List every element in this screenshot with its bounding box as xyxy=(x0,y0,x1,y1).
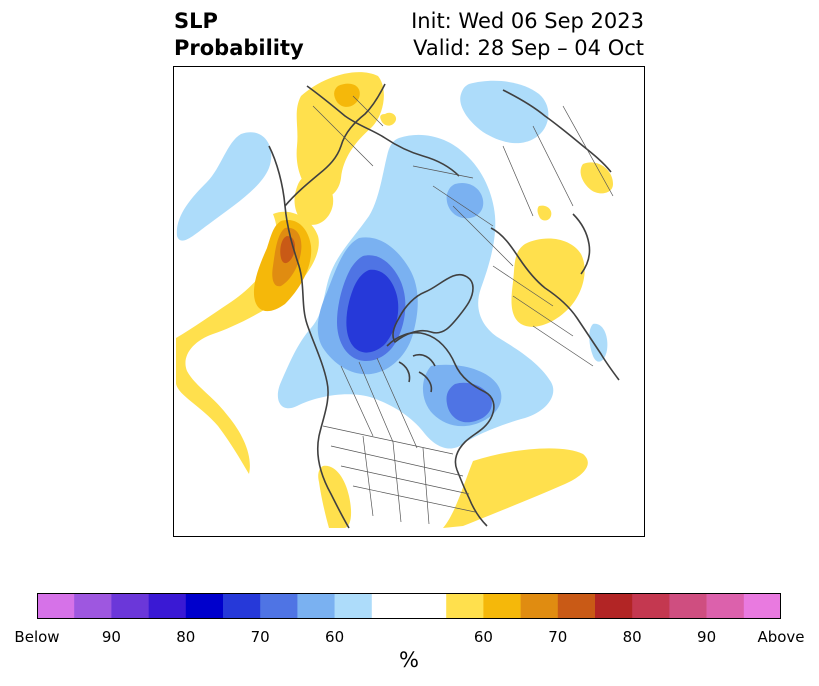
coastline-hudson-bay xyxy=(386,331,495,471)
valid-period: Valid: 28 Sep – 04 Oct xyxy=(413,36,644,60)
probability-colorbar xyxy=(37,593,781,619)
colorbar-segment xyxy=(223,593,261,619)
below-light-pacific xyxy=(176,132,272,241)
country-borders xyxy=(312,95,614,525)
colorbar-frame xyxy=(37,593,781,619)
below-dark-atlantic xyxy=(446,382,492,423)
colorbar-segment xyxy=(520,593,559,619)
colorbar-segment xyxy=(557,593,596,619)
above-light-siberia-east xyxy=(580,162,613,194)
above-light-scandinavia xyxy=(294,177,334,225)
coastline-east-america xyxy=(456,469,488,527)
border-us-states-1 xyxy=(330,445,476,513)
coastline-greenland xyxy=(392,273,474,343)
above-mid-north-europe xyxy=(334,83,360,107)
border-canada-provinces xyxy=(340,357,418,449)
colorbar-segment xyxy=(669,593,707,619)
colorbar-segment xyxy=(632,593,670,619)
colorbar-segment xyxy=(148,593,187,619)
below-normal-regions xyxy=(176,80,608,449)
coastline-north-america-west xyxy=(268,145,350,529)
coastline-alaska xyxy=(284,83,386,207)
coastline-japan xyxy=(572,213,591,275)
colorbar-segment xyxy=(743,593,781,619)
colorbar-tick-label: 70 xyxy=(250,628,270,646)
colorbar-tick-label: 90 xyxy=(697,628,717,646)
colorbar-segments xyxy=(37,593,781,619)
colorbar-unit-label: % xyxy=(399,648,419,672)
coastline-arctic-islands xyxy=(398,353,436,393)
chart-title-right: Init: Wed 06 Sep 2023 Valid: 28 Sep – 04… xyxy=(411,8,644,62)
colorbar-tick-label: 90 xyxy=(101,628,121,646)
colorbar-tick-label: 80 xyxy=(622,628,642,646)
coastlines xyxy=(268,83,620,529)
colorbar-tick-label: 60 xyxy=(473,628,493,646)
above-light-south-small xyxy=(318,465,352,528)
colorbar-segment xyxy=(111,593,149,619)
title-slp: SLP xyxy=(174,9,218,33)
colorbar-segment xyxy=(595,593,633,619)
border-us-canada xyxy=(322,425,454,455)
chart-title-left: SLP Probability xyxy=(174,8,304,62)
colorbar-tick-label: Below xyxy=(14,628,60,646)
border-asia-2 xyxy=(492,265,594,367)
title-probability: Probability xyxy=(174,36,304,60)
colorbar-tick-label: Above xyxy=(757,628,805,646)
coastline-europe xyxy=(306,85,460,177)
colorbar-segment xyxy=(371,593,410,619)
map-frame xyxy=(173,66,645,537)
above-light-pacific-east xyxy=(380,112,397,126)
border-asia-1 xyxy=(502,105,614,217)
below-light-far-east xyxy=(589,323,608,362)
colorbar-segment xyxy=(409,593,447,619)
colorbar-segment xyxy=(706,593,745,619)
above-light-south-atlantic xyxy=(443,448,588,528)
border-europe xyxy=(312,95,384,167)
colorbar-segment xyxy=(260,593,298,619)
border-us-states-2 xyxy=(362,435,430,525)
colorbar-tick-label: 60 xyxy=(325,628,345,646)
colorbar-segment xyxy=(74,593,112,619)
above-light-small-east xyxy=(537,205,552,221)
colorbar-segment xyxy=(446,593,484,619)
colorbar-segment xyxy=(185,593,224,619)
border-russia xyxy=(412,165,514,267)
colorbar-segment xyxy=(297,593,335,619)
below-core-canada xyxy=(346,269,399,353)
colorbar-segment xyxy=(483,593,521,619)
init-date: Init: Wed 06 Sep 2023 xyxy=(411,9,644,33)
coastline-asia-east xyxy=(490,227,620,381)
below-mid-siberia xyxy=(446,182,484,219)
colorbar-tick-label: 80 xyxy=(176,628,196,646)
coastline-asia-north xyxy=(502,89,612,173)
colorbar-segment xyxy=(334,593,373,619)
probability-map xyxy=(173,66,645,537)
above-light-north-europe xyxy=(296,72,384,199)
above-normal-regions xyxy=(176,72,613,528)
colorbar-tick-label: 70 xyxy=(548,628,568,646)
below-light-asia-north xyxy=(460,80,549,144)
colorbar-segment xyxy=(37,593,75,619)
